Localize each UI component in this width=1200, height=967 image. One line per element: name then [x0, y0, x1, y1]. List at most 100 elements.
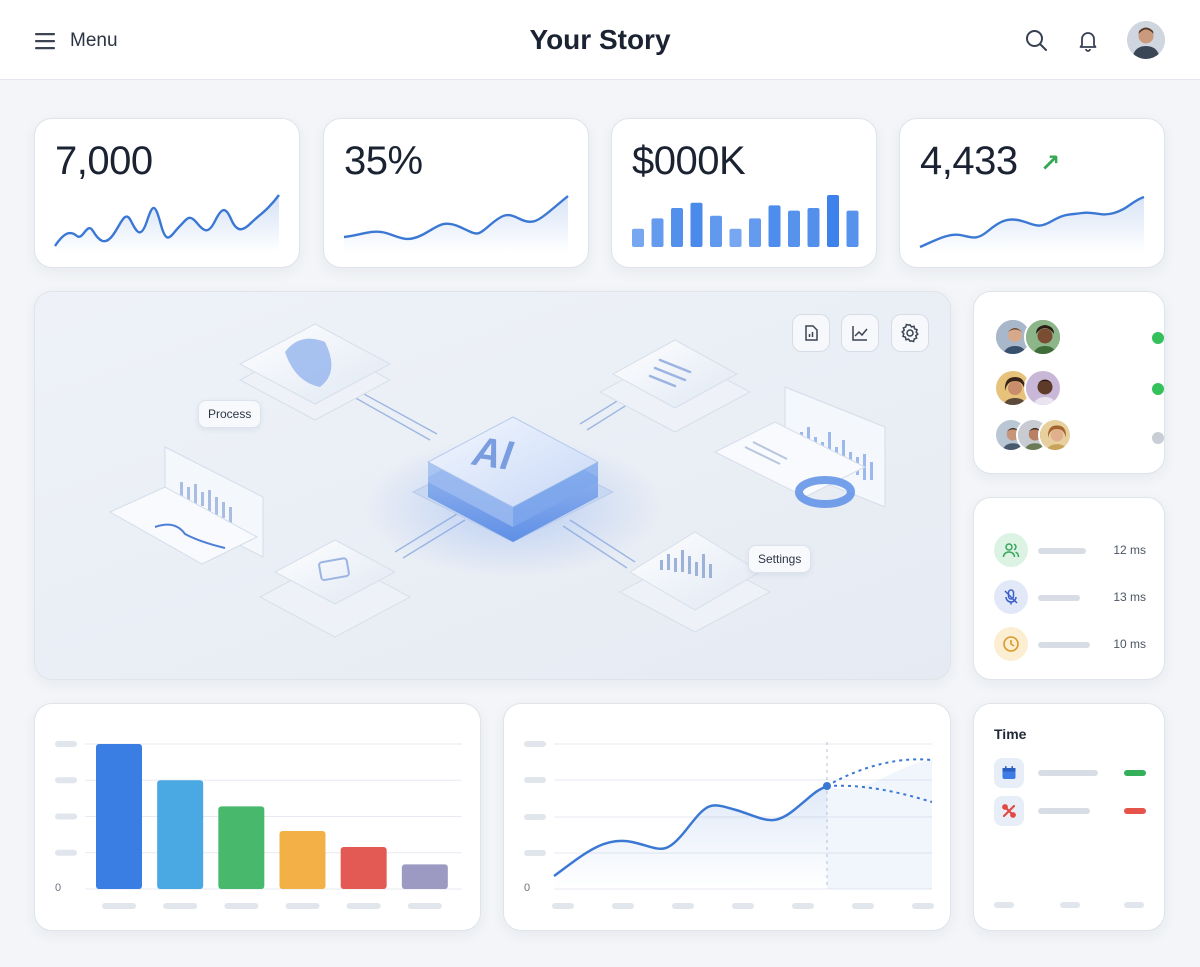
- y-tick-placeholder: [524, 777, 546, 783]
- time-card: Time: [973, 703, 1165, 931]
- bar: [96, 744, 142, 889]
- line-series: [553, 784, 828, 878]
- gear-icon[interactable]: [891, 314, 929, 352]
- spark-bar: [788, 210, 800, 247]
- kpi-sparkline: [343, 195, 569, 253]
- spark-bar: [846, 210, 859, 247]
- top-bar: Menu Your Story: [0, 0, 1200, 80]
- search-icon[interactable]: [1022, 26, 1050, 54]
- users-icon: [994, 533, 1028, 567]
- kpi-value: 35%: [344, 139, 423, 183]
- avatar: [994, 318, 1032, 356]
- latency-value: 13 ms: [1113, 590, 1146, 604]
- kpi-bar-spark: [632, 195, 859, 247]
- document-chart-icon[interactable]: [792, 314, 830, 352]
- kpi-card-1[interactable]: 7,000: [34, 118, 300, 268]
- y-tick-placeholder: [524, 850, 546, 856]
- bell-icon[interactable]: [1074, 26, 1102, 54]
- latency-bar: [1038, 548, 1086, 554]
- online-status-dot: [1152, 332, 1164, 344]
- bar: [279, 831, 326, 889]
- y-tick-placeholder: [55, 777, 77, 784]
- avatar: [1024, 369, 1062, 407]
- time-row[interactable]: [994, 758, 1146, 788]
- latency-card: 12 ms 13 ms 10 ms: [973, 497, 1165, 680]
- latency-row[interactable]: 12 ms: [994, 533, 1146, 569]
- status-indicator: [1124, 808, 1146, 814]
- y-axis-zero-label: 0: [524, 882, 531, 894]
- latency-bar: [1038, 642, 1090, 648]
- x-tick-placeholder: [732, 903, 754, 909]
- y-axis-zero-label: 0: [55, 882, 62, 894]
- process-chip[interactable]: Process: [198, 400, 262, 428]
- latency-bar: [1038, 595, 1080, 601]
- kpi-card-2[interactable]: 35%: [323, 118, 589, 268]
- spark-bar: [632, 228, 644, 247]
- kpi-card-4[interactable]: 4,433 ↗: [899, 118, 1165, 268]
- x-tick-placeholder: [792, 903, 814, 909]
- time-bar: [1038, 808, 1090, 814]
- x-tick-placeholder: [102, 903, 136, 909]
- menu-label: Menu: [70, 30, 118, 51]
- x-tick-placeholder: [1060, 902, 1080, 908]
- x-tick-placeholder: [994, 902, 1014, 908]
- x-tick-placeholder: [346, 903, 381, 909]
- latency-value: 12 ms: [1113, 543, 1146, 557]
- time-bar: [1038, 770, 1098, 776]
- time-row[interactable]: [994, 796, 1146, 826]
- spark-bar: [827, 195, 839, 247]
- bar: [401, 864, 448, 889]
- kpi-value: 4,433: [920, 139, 1018, 183]
- x-tick-placeholder: [407, 903, 442, 909]
- spark-bar: [768, 205, 781, 247]
- latency-row[interactable]: 13 ms: [994, 580, 1146, 616]
- kpi-sparkline: [54, 194, 280, 253]
- line-chart-card: 0: [503, 703, 951, 931]
- settings-chip[interactable]: Settings: [748, 545, 812, 573]
- bar: [340, 846, 387, 889]
- spark-bar: [807, 208, 820, 247]
- hamburger-icon: [35, 33, 55, 50]
- ai-workflow-panel: AI Process Settings: [34, 291, 951, 680]
- offline-status-dot: [1152, 432, 1164, 444]
- status-indicator: [1124, 770, 1146, 776]
- menu-button[interactable]: Menu: [34, 26, 118, 56]
- bar: [157, 780, 204, 889]
- y-tick-placeholder: [55, 741, 77, 747]
- spark-bar: [671, 208, 683, 247]
- kpi-sparkline: [919, 195, 1145, 253]
- y-tick-placeholder: [524, 814, 546, 820]
- x-tick-placeholder: [224, 903, 259, 909]
- line-chart: [524, 741, 934, 909]
- latency-value: 10 ms: [1113, 637, 1146, 651]
- x-tick-placeholder: [1124, 902, 1144, 908]
- kpi-card-3[interactable]: $000K: [611, 118, 877, 268]
- y-tick-placeholder: [55, 813, 77, 820]
- avatar: [1024, 318, 1062, 356]
- x-tick-placeholder: [852, 903, 874, 909]
- ai-workflow-illustration: [108, 323, 886, 638]
- latency-row[interactable]: 10 ms: [994, 627, 1146, 663]
- spark-bar: [749, 218, 761, 247]
- bar: [218, 806, 265, 889]
- x-tick-placeholder: [912, 903, 934, 909]
- team-row[interactable]: [994, 318, 1164, 358]
- x-tick-placeholder: [612, 903, 634, 909]
- page-title: Your Story: [529, 24, 671, 55]
- spark-bar: [690, 202, 703, 247]
- line-chart-icon[interactable]: [841, 314, 879, 352]
- x-tick-placeholder: [163, 903, 198, 909]
- clock-icon: [994, 627, 1028, 661]
- kpi-value: 7,000: [55, 139, 153, 183]
- online-status-dot: [1152, 383, 1164, 395]
- current-point: [823, 782, 831, 790]
- team-row[interactable]: [994, 369, 1164, 409]
- trend-up-icon: ↗: [1040, 150, 1061, 177]
- y-tick-placeholder: [524, 741, 546, 747]
- tools-icon: [994, 796, 1024, 826]
- spark-bar: [651, 218, 664, 247]
- calendar-icon: [994, 758, 1024, 788]
- team-row[interactable]: [994, 418, 1164, 458]
- user-avatar[interactable]: [1127, 21, 1165, 59]
- team-card: [973, 291, 1165, 474]
